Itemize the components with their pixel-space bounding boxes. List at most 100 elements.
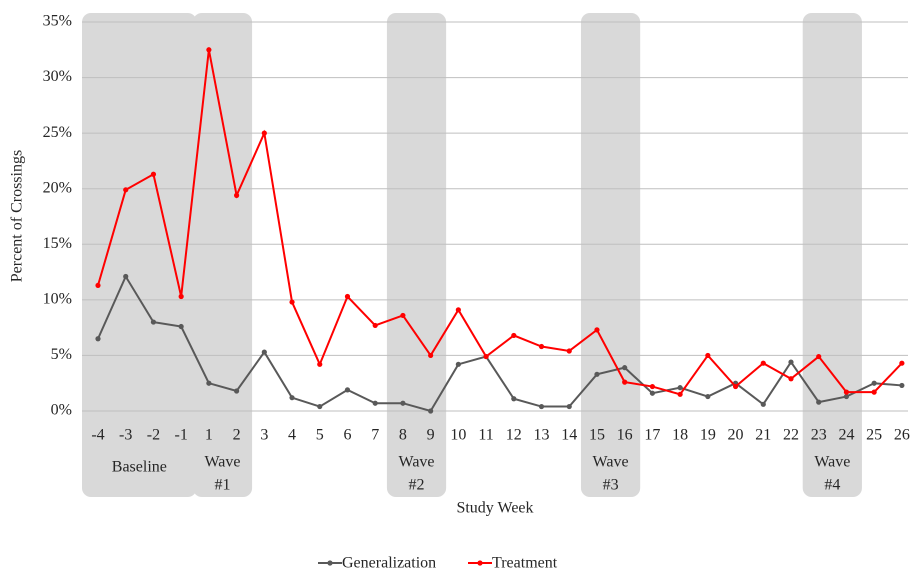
- data-point: [344, 293, 351, 300]
- x-tick-label: 2: [233, 427, 241, 444]
- data-point: [649, 383, 656, 390]
- x-tick-label: 10: [450, 427, 466, 444]
- x-tick-label: 1: [205, 427, 213, 444]
- data-point: [871, 389, 877, 395]
- data-point: [677, 391, 683, 397]
- data-point: [344, 387, 351, 393]
- data-point: [428, 408, 434, 414]
- y-tick-label: 25%: [43, 124, 72, 141]
- shaded-period: [580, 13, 641, 497]
- y-tick-label: 15%: [43, 235, 72, 252]
- data-point: [760, 401, 766, 407]
- x-tick-label: 25: [866, 427, 882, 444]
- x-tick-label: 18: [672, 427, 688, 444]
- plot-area: [82, 21, 908, 414]
- period-label: Wave: [204, 454, 240, 471]
- x-tick-label: 14: [561, 427, 577, 444]
- data-point: [123, 273, 129, 280]
- data-point: [594, 327, 600, 333]
- data-point: [788, 359, 794, 365]
- data-point: [483, 353, 489, 360]
- x-tick-label: 15: [589, 427, 605, 444]
- shaded-period: [386, 13, 447, 497]
- legend-label: Treatment: [492, 555, 558, 572]
- data-point: [511, 396, 517, 402]
- data-point: [843, 389, 850, 395]
- data-point: [538, 403, 545, 410]
- y-axis-title: Percent of Crossings: [9, 150, 26, 282]
- data-point: [760, 360, 766, 366]
- data-point: [234, 388, 240, 394]
- x-tick-label: -4: [91, 427, 104, 444]
- data-point: [622, 379, 628, 385]
- data-point: [677, 385, 683, 391]
- y-tick-label: 35%: [43, 13, 72, 30]
- data-point: [538, 343, 545, 350]
- period-label: Wave: [399, 454, 435, 471]
- x-tick-label: 17: [644, 427, 660, 444]
- data-point: [705, 393, 711, 400]
- data-point: [178, 323, 184, 330]
- x-tick-label: 23: [811, 427, 827, 444]
- data-point: [261, 349, 267, 355]
- y-tick-label: 5%: [51, 346, 72, 363]
- shaded-period: [802, 13, 862, 497]
- x-tick-label: 21: [755, 427, 771, 444]
- period-label: #4: [824, 477, 840, 494]
- data-point: [455, 307, 461, 313]
- data-point: [566, 348, 572, 354]
- data-point: [261, 130, 267, 136]
- x-tick-label: 26: [894, 427, 910, 444]
- legend-marker: [327, 560, 333, 566]
- x-tick-label: -3: [119, 427, 132, 444]
- data-point: [206, 380, 212, 386]
- x-tick-label: 5: [316, 427, 324, 444]
- x-tick-label: 8: [399, 427, 407, 444]
- x-tick-label: 13: [534, 427, 550, 444]
- x-tick-label: 9: [427, 427, 435, 444]
- legend-label: Generalization: [342, 555, 436, 572]
- data-point: [566, 403, 572, 410]
- data-point: [150, 171, 157, 177]
- data-point: [871, 380, 877, 386]
- legend-marker: [477, 560, 483, 566]
- data-point: [289, 299, 295, 305]
- data-point: [95, 282, 101, 289]
- data-point: [372, 400, 378, 406]
- data-point: [622, 365, 628, 371]
- shaded-period: [82, 13, 197, 497]
- shaded-period: [192, 13, 253, 497]
- data-point: [705, 352, 711, 359]
- data-point: [317, 361, 323, 367]
- data-point: [123, 187, 129, 193]
- y-tick-label: 20%: [43, 179, 72, 196]
- data-point: [732, 383, 739, 390]
- period-label: #2: [409, 477, 425, 494]
- x-tick-label: 16: [617, 427, 633, 444]
- data-point: [206, 47, 212, 53]
- data-point: [234, 192, 240, 198]
- data-point: [317, 403, 323, 410]
- period-label: #3: [603, 477, 619, 494]
- data-point: [400, 312, 406, 319]
- data-point: [289, 395, 295, 401]
- data-point: [899, 382, 905, 389]
- x-axis-title: Study Week: [456, 500, 533, 517]
- x-tick-label: 7: [371, 427, 379, 444]
- x-tick-label: 22: [783, 427, 799, 444]
- x-tick-label: 19: [700, 427, 716, 444]
- x-tick-label: 4: [288, 427, 296, 444]
- period-label: Wave: [814, 454, 850, 471]
- data-point: [428, 352, 434, 359]
- shaded-periods: [82, 13, 862, 497]
- y-tick-label: 10%: [43, 291, 72, 308]
- data-point: [150, 319, 157, 325]
- x-tick-label: 6: [343, 427, 351, 444]
- data-point: [649, 390, 656, 396]
- data-point: [816, 353, 822, 360]
- x-tick-label: 3: [260, 427, 268, 444]
- x-tick-label: 11: [478, 427, 493, 444]
- data-point: [511, 332, 517, 339]
- data-point: [400, 400, 406, 406]
- period-label: Baseline: [112, 459, 167, 476]
